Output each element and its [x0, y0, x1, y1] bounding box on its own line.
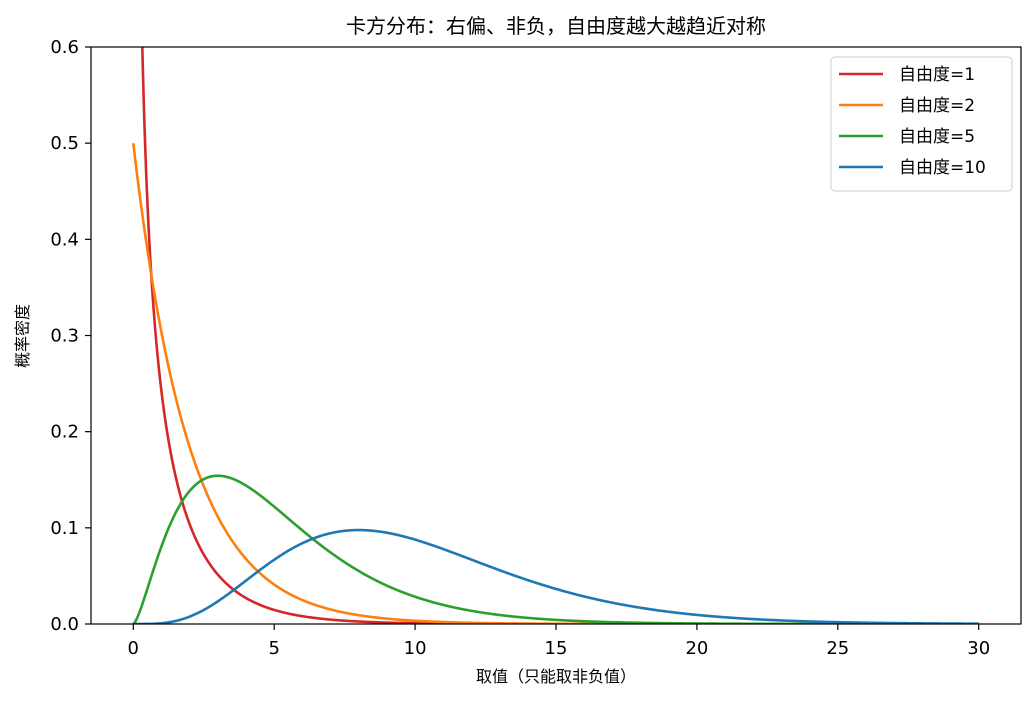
- legend-label: 自由度=2: [899, 96, 975, 116]
- y-tick-label: 0.6: [50, 37, 79, 58]
- x-tick-label: 20: [685, 638, 708, 659]
- y-axis-label: 概率密度: [13, 304, 32, 368]
- x-tick-label: 5: [268, 638, 279, 659]
- legend-label: 自由度=10: [899, 158, 986, 178]
- legend-frame: [830, 56, 1013, 192]
- plot-area: [90, 46, 1022, 625]
- x-tick-label: 10: [404, 638, 427, 659]
- chart-title: 卡方分布：右偏、非负，自由度越大越趋近对称: [346, 14, 766, 38]
- y-tick-label: 0.4: [50, 229, 79, 250]
- y-tick-label: 0.2: [50, 422, 79, 443]
- y-tick-label: 0.1: [50, 518, 79, 539]
- y-axis: 0.0 0.1 0.2 0.3 0.4 0.5 0.6: [50, 37, 91, 635]
- legend-label: 自由度=5: [899, 127, 975, 147]
- y-tick-label: 0.0: [50, 614, 79, 635]
- x-tick-label: 25: [826, 638, 849, 659]
- series-line-df-10: [132, 528, 980, 624]
- legend-label: 自由度=1: [899, 65, 975, 85]
- x-tick-label: 30: [967, 638, 990, 659]
- y-tick-label: 0.3: [50, 326, 79, 347]
- x-tick-label: 15: [545, 638, 568, 659]
- legend: 自由度=1 自由度=2 自由度=5 自由度=10: [830, 56, 1013, 192]
- x-axis-label: 取值（只能取非负值）: [476, 667, 636, 686]
- x-axis: 0 5 10 15 20 25 30: [128, 624, 990, 659]
- x-tick-label: 0: [128, 638, 139, 659]
- y-tick-label: 0.5: [50, 133, 79, 154]
